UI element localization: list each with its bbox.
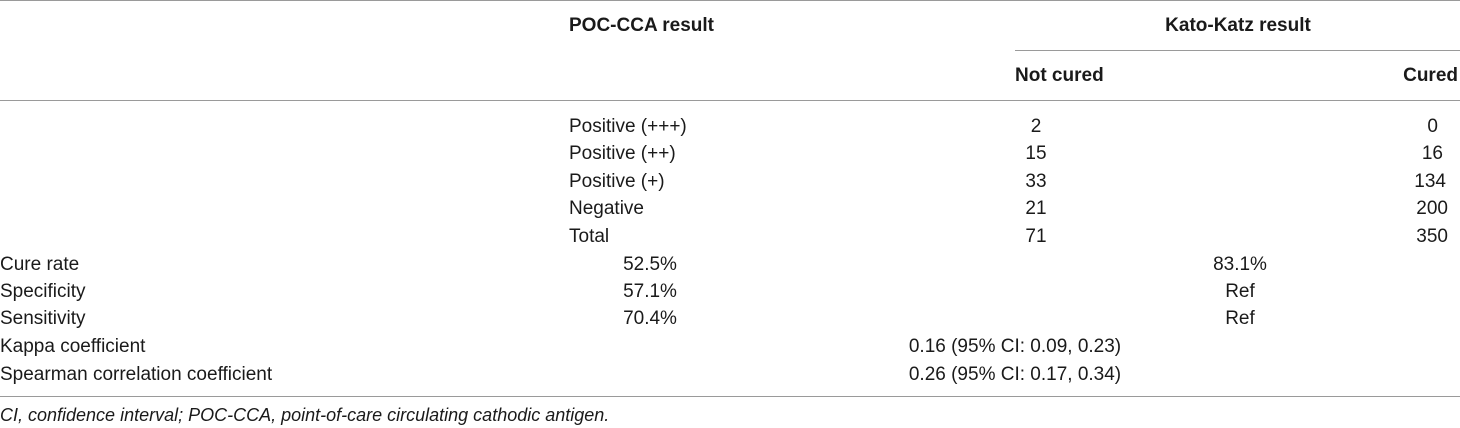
row-label: Positive (+++) xyxy=(569,116,687,137)
agreement-label: Kappa coefficient xyxy=(0,336,146,357)
table-bottom-rule xyxy=(0,396,1460,397)
row-cured: 16 xyxy=(1421,143,1443,164)
row-not-cured: 33 xyxy=(1025,171,1047,192)
stat-poc-value: 52.5% xyxy=(623,254,677,275)
header-cured: Cured xyxy=(1403,65,1458,86)
table-top-rule xyxy=(0,0,1460,1)
row-label: Positive (+) xyxy=(569,171,665,192)
header-kato-katz-result: Kato-Katz result xyxy=(1165,15,1311,36)
row-label: Total xyxy=(569,226,610,247)
stat-label: Specificity xyxy=(0,281,86,302)
header-poc-cca-result: POC-CCA result xyxy=(569,15,714,36)
row-cured: 0 xyxy=(1427,116,1438,137)
row-cured: 200 xyxy=(1416,198,1448,219)
stat-label: Sensitivity xyxy=(0,308,86,329)
stat-poc-value: 70.4% xyxy=(623,308,677,329)
stat-label: Cure rate xyxy=(0,254,80,275)
stat-kato-value: 83.1% xyxy=(1213,254,1267,275)
row-not-cured: 21 xyxy=(1025,198,1047,219)
row-label: Positive (++) xyxy=(569,143,676,164)
stat-kato-value: Ref xyxy=(1225,308,1255,329)
row-cured: 350 xyxy=(1416,226,1448,247)
stat-poc-value: 57.1% xyxy=(623,281,677,302)
agreement-value: 0.16 (95% CI: 0.09, 0.23) xyxy=(908,336,1122,357)
stat-kato-value: Ref xyxy=(1225,281,1255,302)
row-cured: 134 xyxy=(1414,171,1446,192)
agreement-label: Spearman correlation coefficient xyxy=(0,364,273,385)
row-not-cured: 2 xyxy=(1030,116,1042,137)
table-footnote: CI, confidence interval; POC-CCA, point-… xyxy=(0,405,610,425)
row-not-cured: 71 xyxy=(1025,226,1047,247)
agreement-value: 0.26 (95% CI: 0.17, 0.34) xyxy=(908,364,1122,385)
header-not-cured: Not cured xyxy=(1015,65,1104,86)
row-label: Negative xyxy=(569,198,644,219)
row-not-cured: 15 xyxy=(1025,143,1047,164)
header-bottom-rule xyxy=(0,100,1460,101)
kato-katz-span-rule xyxy=(1015,50,1460,51)
